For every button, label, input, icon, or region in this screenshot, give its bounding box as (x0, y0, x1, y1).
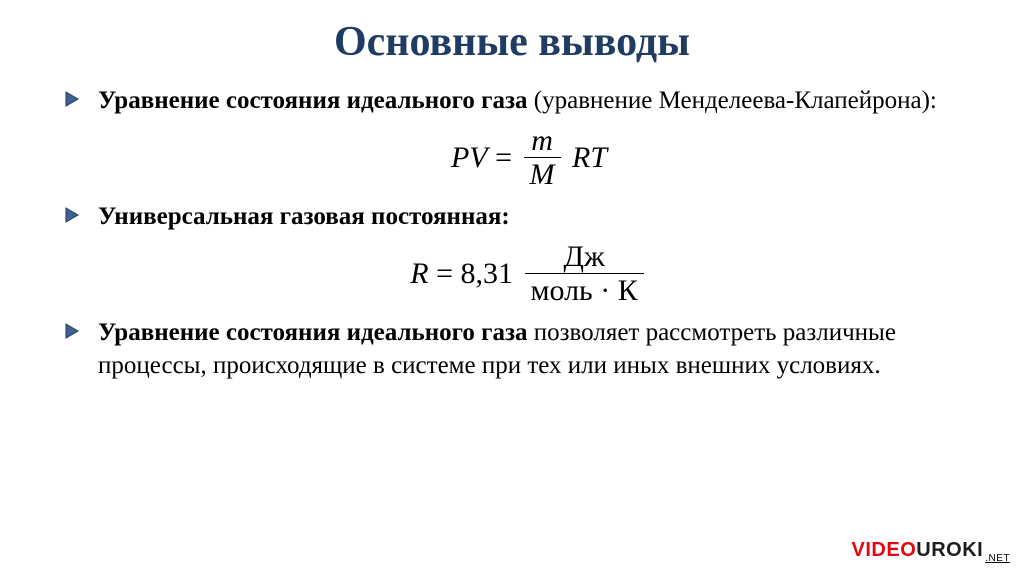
chevron-icon (64, 322, 82, 340)
equals-sign: = (436, 259, 453, 289)
fraction-num: m (524, 126, 561, 158)
fraction-num: Дж (525, 242, 644, 274)
item-rest: (уравнение Менделеева-Клапейрона): (528, 87, 937, 114)
item-bold: Уравнение состояния идеального газа (98, 319, 528, 346)
fraction: m M (524, 126, 561, 190)
equals-sign: = (495, 143, 512, 173)
watermark-part2: UROKI (916, 539, 983, 561)
watermark-suffix: .NET (985, 553, 1010, 564)
slide: Основные выводы Уравнение состояния идеа… (0, 0, 1024, 574)
list-item: Универсальная газовая постоянная: R = 8,… (64, 200, 960, 306)
item-bold: Уравнение состояния идеального газа (98, 87, 528, 114)
bullet-list: Уравнение состояния идеального газа (ура… (64, 84, 960, 383)
page-title: Основные выводы (64, 18, 960, 66)
fraction: Дж моль · К (525, 242, 644, 306)
list-item: Уравнение состояния идеального газа (ура… (64, 84, 960, 190)
formula: R = 8,31 Дж моль · К (98, 242, 960, 306)
formula-lhs: PV (451, 143, 488, 173)
item-bold: Универсальная газовая постоянная: (98, 203, 510, 230)
chevron-icon (64, 206, 82, 224)
item-text: Уравнение состояния идеального газа (ура… (98, 87, 937, 114)
formula-value: 8,31 (461, 259, 514, 289)
watermark-part1: VIDEO (852, 539, 917, 561)
item-text: Универсальная газовая постоянная: (98, 203, 510, 230)
fraction-den: M (524, 158, 561, 190)
formula-lhs: R (410, 259, 428, 289)
fraction-den: моль · К (525, 274, 644, 306)
item-text: Уравнение состояния идеального газа позв… (98, 319, 896, 380)
formula: PV = m M RT (98, 126, 960, 190)
watermark: VIDEOUROKI.NET (852, 539, 1010, 564)
chevron-icon (64, 90, 82, 108)
list-item: Уравнение состояния идеального газа позв… (64, 316, 960, 384)
formula-rhs: RT (572, 143, 607, 173)
